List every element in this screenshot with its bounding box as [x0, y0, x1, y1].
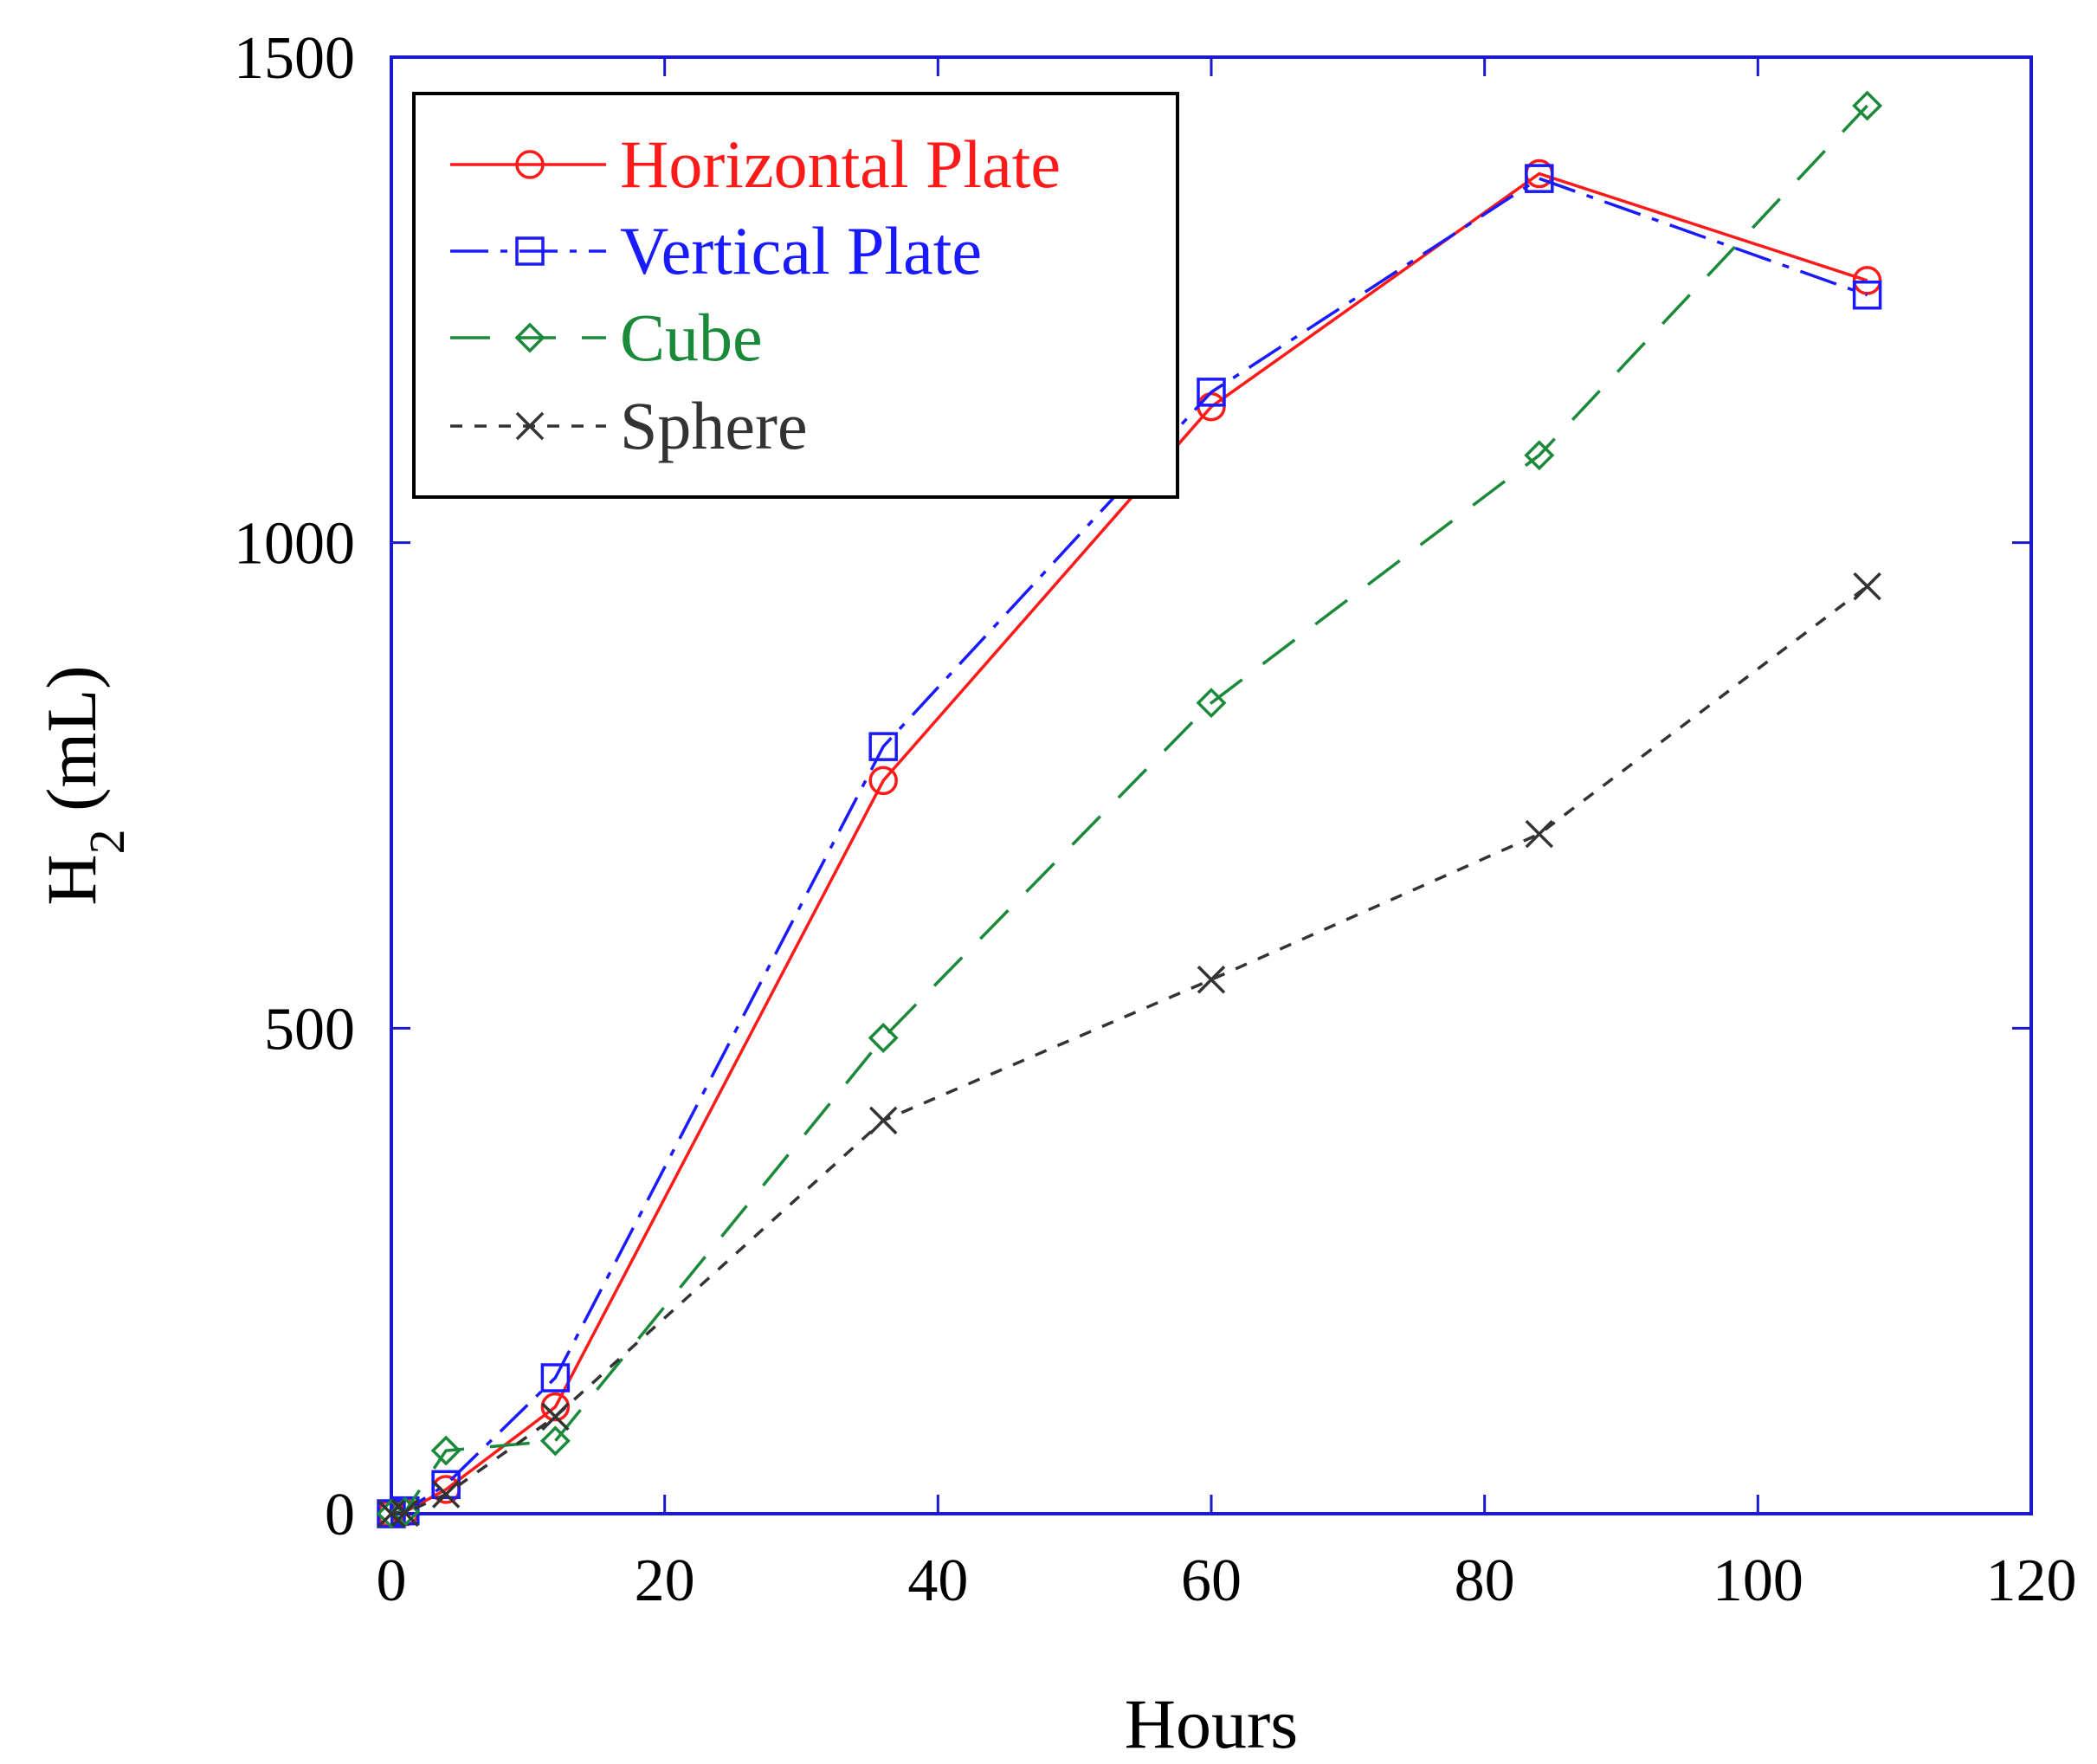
legend-marker-horizontal-plate: [515, 150, 545, 179]
y-axis-title-main: H: [32, 854, 111, 905]
data-point-sphere: [390, 1498, 420, 1528]
y-tick-label: 1500: [234, 25, 355, 92]
legend-label-vertical-plate: Vertical Plate: [620, 213, 982, 288]
y-axis-title-subscript: 2: [79, 829, 135, 854]
data-point-vertical-plate: [1525, 164, 1554, 193]
data-point-vertical-plate: [1197, 378, 1226, 407]
legend-marker-vertical-plate: [515, 236, 545, 266]
x-tick-label: 0: [377, 1548, 407, 1614]
data-point-sphere: [541, 1402, 570, 1431]
x-tick-label: 80: [1455, 1548, 1515, 1614]
series-line-sphere: [390, 585, 1868, 1515]
x-tick-label: 20: [635, 1548, 695, 1614]
y-tick-label: 1000: [234, 511, 355, 578]
data-point-cube: [1852, 90, 1883, 121]
data-point-sphere: [868, 1106, 898, 1135]
series-line-cube: [390, 104, 1868, 1515]
series-layer: [376, 90, 1883, 1529]
legend-label-horizontal-plate: Horizontal Plate: [620, 126, 1061, 202]
data-point-vertical-plate: [540, 1363, 571, 1392]
legend: Horizontal Plate Vertical Plate Cube Sphere: [412, 92, 1179, 499]
data-point-vertical-plate: [1852, 280, 1882, 310]
legend-item-sphere: Sphere: [450, 388, 808, 463]
y-tick-label: 0: [325, 1482, 355, 1548]
legend-label-cube: Cube: [620, 300, 763, 375]
data-point-sphere: [1197, 966, 1226, 994]
data-point-sphere: [1853, 572, 1881, 601]
x-tick-label: 120: [1986, 1548, 2077, 1614]
series-sphere: [377, 572, 1881, 1528]
data-point-horizontal-plate: [868, 766, 898, 796]
legend-label-sphere: Sphere: [620, 388, 808, 463]
legend-marker-sphere: [515, 411, 545, 441]
data-point-cube: [1524, 440, 1555, 471]
data-point-sphere: [431, 1480, 461, 1509]
legend-marker-cube: [514, 322, 545, 353]
legend-item-vertical-plate: Vertical Plate: [450, 213, 982, 288]
data-point-sphere: [377, 1499, 406, 1528]
legend-item-cube: Cube: [450, 300, 763, 375]
data-point-cube: [539, 1425, 571, 1457]
y-tick-label: 500: [264, 996, 355, 1063]
data-point-cube: [868, 1023, 899, 1054]
data-point-cube: [430, 1435, 461, 1466]
data-point-vertical-plate: [868, 732, 898, 761]
data-point-cube: [1196, 688, 1227, 719]
x-tick-label: 40: [907, 1548, 968, 1614]
data-point-horizontal-plate: [540, 1392, 571, 1422]
legend-item-horizontal-plate: Horizontal Plate: [450, 126, 1061, 202]
x-tick-label: 60: [1181, 1548, 1242, 1614]
axis-tick-labels: 0 20 40 60 80 100 120 0 500 1000 1500: [234, 25, 2077, 1614]
data-point-sphere: [1525, 819, 1554, 849]
legend-entries: Horizontal Plate Vertical Plate Cube Sphere: [450, 126, 1061, 463]
x-tick-label: 100: [1713, 1548, 1803, 1614]
y-axis-title-unit: (mL): [32, 665, 111, 829]
x-axis-title: Hours: [1125, 1684, 1298, 1763]
y-axis-title: H2 (mL): [32, 665, 135, 905]
